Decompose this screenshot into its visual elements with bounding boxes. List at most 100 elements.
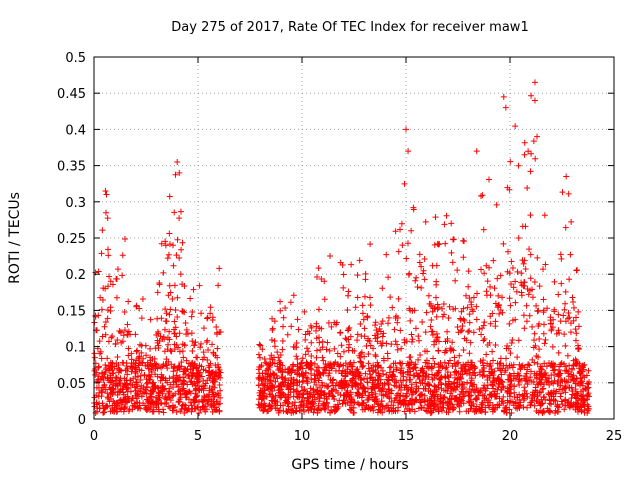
data-point [102,187,109,194]
data-point [402,393,409,400]
data-point [544,305,551,312]
data-point [519,257,526,264]
data-point [523,390,530,397]
data-point [120,391,127,398]
data-point [524,404,531,411]
data-point [314,364,321,371]
data-point [451,379,458,386]
data-point [415,356,422,363]
data-point [372,322,379,329]
data-point [298,360,305,367]
data-point [94,376,101,383]
data-point [103,402,110,409]
data-point [370,368,377,375]
data-point [267,372,274,379]
data-point [358,333,365,340]
data-point [534,398,541,405]
data-point [585,403,592,410]
data-point [385,377,392,384]
data-point [109,333,116,340]
data-point [429,371,436,378]
data-point [133,302,140,309]
data-point [555,291,562,298]
data-point [367,375,374,382]
data-point [566,314,573,321]
data-point [416,372,423,379]
data-point [418,263,425,270]
data-point [541,212,548,219]
data-point [406,305,413,312]
data-point [534,133,541,140]
data-point [379,285,386,292]
data-point [389,304,396,311]
data-point [140,384,147,391]
data-point [352,380,359,387]
data-point [527,402,534,409]
data-point [461,368,468,375]
data-point [174,313,181,320]
data-point [167,397,174,404]
data-point [368,374,375,381]
data-point [196,282,203,289]
data-point [466,319,473,326]
data-point [154,315,161,322]
data-point [383,251,390,258]
data-point [350,409,357,416]
data-point [101,323,108,330]
data-point [167,347,174,354]
data-point [148,362,155,369]
data-point [480,226,487,233]
data-point [125,345,132,352]
data-point [383,402,390,409]
data-point [550,367,557,374]
data-point [496,395,503,402]
data-point [298,383,305,390]
data-point [188,408,195,415]
data-point [548,401,555,408]
data-point [298,401,305,408]
data-point [479,366,486,373]
data-point [502,104,509,111]
data-point [211,393,218,400]
data-point [182,391,189,398]
data-point [481,336,488,343]
data-point [410,365,417,372]
data-point [174,367,181,374]
data-point [460,254,467,261]
data-point [526,362,533,369]
data-point [269,325,276,332]
data-point [209,369,216,376]
data-point [497,367,504,374]
data-point [531,330,538,337]
data-point [533,372,540,379]
data-point [215,372,222,379]
data-point [319,354,326,361]
data-point [117,329,124,336]
data-point [433,330,440,337]
x-tick-label: 25 [606,429,623,444]
data-point [301,308,308,315]
data-point [486,264,493,271]
data-point [541,321,548,328]
data-point [190,286,197,293]
y-tick-label: 0 [78,413,86,428]
data-point [146,376,153,383]
grid-lines [94,57,614,419]
data-point [534,254,541,261]
data-point [339,400,346,407]
data-point [123,377,130,384]
data-point [529,397,536,404]
data-point [406,354,413,361]
data-point [523,377,530,384]
data-point [562,288,569,295]
data-point [210,393,217,400]
data-point [313,335,320,342]
data-point [211,377,218,384]
data-point [445,374,452,381]
data-point [440,300,447,307]
data-point [500,383,507,390]
data-point [540,409,547,416]
data-point [176,215,183,222]
data-point [379,409,386,416]
data-point [150,379,157,386]
